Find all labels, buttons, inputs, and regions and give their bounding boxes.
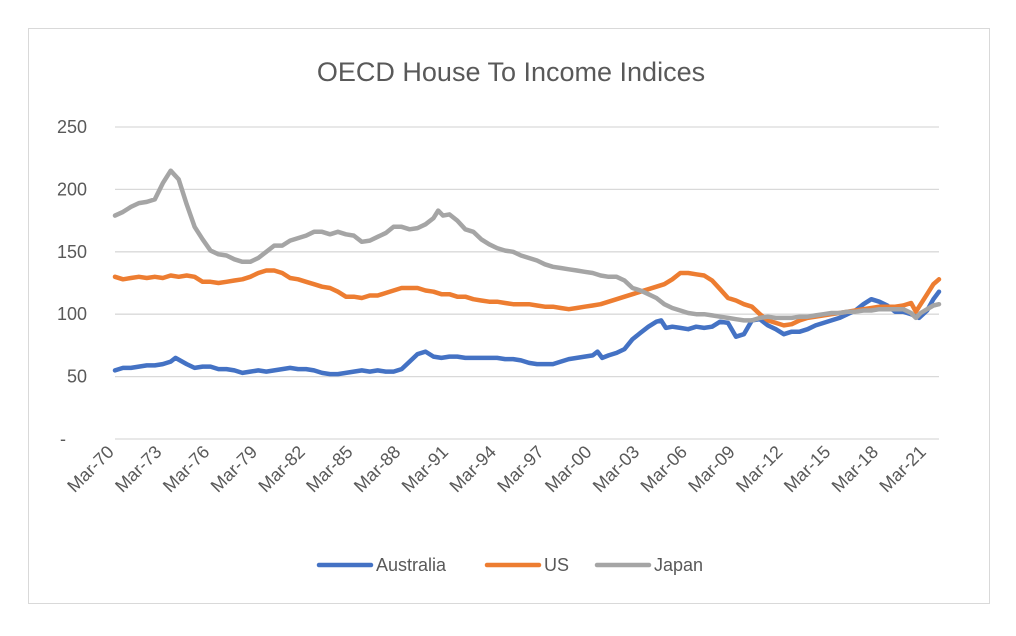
x-tick-label: Mar-79 [207,442,261,496]
x-tick-label: Mar-91 [398,442,452,496]
x-tick-label: Mar-82 [254,442,308,496]
y-tick-label: 250 [57,117,87,137]
series-lines [112,168,942,377]
x-tick-label: Mar-00 [541,442,595,496]
x-axis-labels: Mar-70Mar-73Mar-76Mar-79Mar-82Mar-85Mar-… [63,442,930,496]
x-tick-label: Mar-97 [493,442,547,496]
x-tick-label: Mar-09 [684,442,738,496]
line-chart: OECD House To Income Indices - 50 100 150 20… [57,57,942,575]
x-tick-label: Mar-85 [302,442,356,496]
chart-title: OECD House To Income Indices [317,57,705,87]
x-tick-label: Mar-94 [446,442,500,496]
y-tick-label: 150 [57,242,87,262]
legend-label-australia: Australia [376,555,447,575]
y-tick-label: 100 [57,304,87,324]
series-line-australia [112,289,942,377]
x-tick-label: Mar-12 [732,442,786,496]
legend-label-japan: Japan [654,555,703,575]
x-tick-label: Mar-03 [589,442,643,496]
gridlines [115,126,939,440]
legend-label-us: US [544,555,569,575]
x-tick-label: Mar-76 [159,442,213,496]
series-line-japan [112,168,942,323]
y-tick-label: - [60,429,66,449]
x-tick-label: Mar-21 [875,442,929,496]
y-axis-labels: - 50 100 150 200 250 [57,117,87,449]
x-tick-label: Mar-70 [63,442,117,496]
x-tick-label: Mar-15 [780,442,834,496]
chart-area: OECD House To Income Indices - 50 100 150 20… [28,28,990,604]
x-tick-label: Mar-06 [637,442,691,496]
x-tick-label: Mar-18 [828,442,882,496]
legend: Australia US Japan [316,555,703,575]
y-tick-label: 50 [67,367,87,387]
y-tick-label: 200 [57,179,87,199]
x-tick-label: Mar-73 [111,442,165,496]
x-tick-label: Mar-88 [350,442,404,496]
